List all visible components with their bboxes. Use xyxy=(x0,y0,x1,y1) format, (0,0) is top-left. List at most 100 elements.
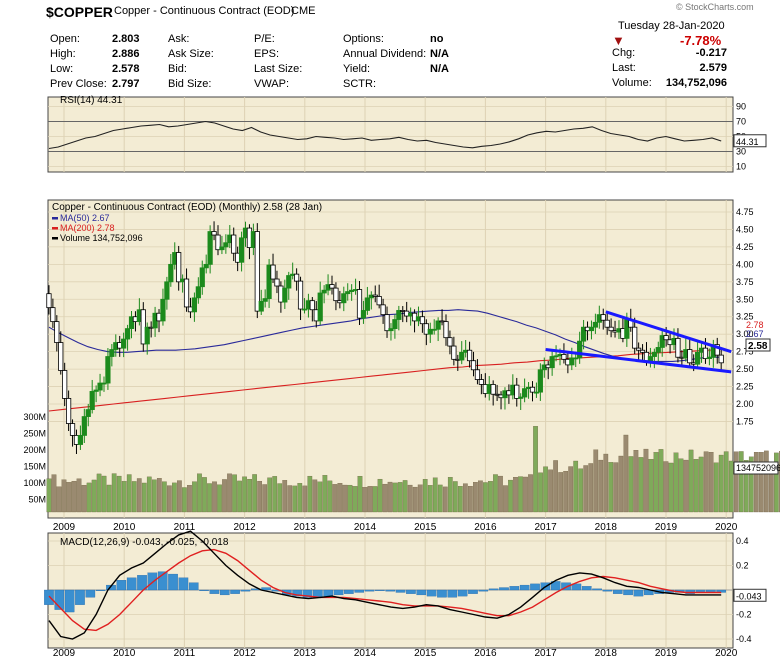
volume-bar xyxy=(242,476,247,513)
volume-bar xyxy=(292,485,298,513)
candle-body xyxy=(62,370,68,399)
candle-body xyxy=(58,342,64,371)
price-tick-label: 4.50 xyxy=(736,224,754,234)
macd-histogram-bar xyxy=(44,589,54,605)
legend-swatch xyxy=(52,227,58,230)
candle-body xyxy=(124,328,131,340)
volume-bar xyxy=(748,456,754,513)
quote-value: 134,752,096 xyxy=(665,77,727,89)
macd-histogram-bar xyxy=(447,589,458,598)
volume-bar xyxy=(297,483,303,513)
candle-body xyxy=(254,231,260,312)
macd-histogram-bar xyxy=(426,589,437,597)
volume-bar xyxy=(503,485,508,513)
candle-body xyxy=(160,298,166,322)
candle-body xyxy=(309,300,315,311)
price-tick-label: 1.75 xyxy=(736,416,754,426)
volume-bar xyxy=(377,478,383,513)
x-tick-label: 2016 xyxy=(474,522,497,533)
volume-bar xyxy=(382,483,388,513)
volume-bar xyxy=(467,486,473,513)
volume-bar xyxy=(96,473,102,513)
candle-body xyxy=(97,382,103,391)
candle-body xyxy=(392,319,398,329)
quote-value: N/A xyxy=(430,63,449,75)
quote-value: no xyxy=(430,33,444,45)
volume-bar xyxy=(452,481,458,513)
quote-label: High: xyxy=(50,48,76,60)
volume-bar xyxy=(267,477,273,513)
candle-body xyxy=(93,389,99,392)
volume-bar xyxy=(402,480,408,513)
candle-body xyxy=(317,292,323,322)
volume-bar xyxy=(573,460,579,513)
price-tick-label: 3.25 xyxy=(736,312,754,322)
volume-bar xyxy=(603,453,609,513)
candle-body xyxy=(77,435,83,445)
candle-body xyxy=(474,369,481,380)
volume-bar xyxy=(598,459,604,513)
volume-bar xyxy=(86,482,92,513)
macd-histogram-bar xyxy=(240,589,251,592)
macd-histogram-bar xyxy=(364,589,375,592)
candle-body xyxy=(443,321,449,339)
macd-histogram-bar xyxy=(95,589,106,591)
volume-last-label: 134752096 xyxy=(736,463,780,473)
volume-bar xyxy=(252,474,257,513)
candle-body xyxy=(207,231,213,265)
macd-histogram-bar xyxy=(64,589,75,613)
candle-body xyxy=(553,355,559,358)
volume-bar xyxy=(568,466,574,513)
macd-histogram-bar xyxy=(219,589,230,596)
volume-tick-label: 300M xyxy=(23,412,46,422)
candle-body xyxy=(380,304,386,316)
volume-bar xyxy=(447,477,453,513)
volume-bar xyxy=(56,486,62,513)
volume-bar xyxy=(698,456,704,513)
x-tick-label: 2014 xyxy=(354,648,377,659)
volume-bar xyxy=(613,462,619,513)
volume-bar xyxy=(412,486,418,513)
candle-body xyxy=(341,293,347,304)
candle-body xyxy=(600,314,606,321)
volume-bar xyxy=(623,434,629,513)
macd-histogram-bar xyxy=(395,589,406,593)
volume-bar xyxy=(643,448,649,513)
volume-bar xyxy=(151,479,157,513)
rsi-tick-label: 90 xyxy=(736,102,746,112)
volume-bar xyxy=(733,451,739,513)
volume-last-box xyxy=(733,461,779,475)
macd-histogram-bar xyxy=(178,577,189,591)
macd-histogram-bar xyxy=(126,577,137,591)
quote-label: Open: xyxy=(50,33,80,45)
rsi-tick-label: 30 xyxy=(736,147,746,157)
macd-histogram-bar xyxy=(571,583,582,591)
candle-body xyxy=(50,307,56,323)
volume-bar xyxy=(81,485,87,513)
macd-histogram-bar xyxy=(437,589,447,598)
candle-body xyxy=(577,340,583,359)
volume-tick-label: 200M xyxy=(23,445,46,455)
volume-bar xyxy=(287,485,293,513)
candle-body xyxy=(199,267,205,288)
volume-bar xyxy=(121,481,127,513)
volume-bar xyxy=(508,479,513,513)
volume-bar xyxy=(407,484,413,513)
volume-bar xyxy=(473,482,478,513)
volume-bar xyxy=(483,482,488,513)
volume-bar xyxy=(442,486,448,513)
macd-histogram-bar xyxy=(292,589,302,597)
x-tick-label: 2020 xyxy=(715,648,738,659)
volume-bar xyxy=(432,477,438,513)
volume-bar xyxy=(648,459,654,513)
candle-body xyxy=(203,263,209,269)
candle-body xyxy=(144,326,150,345)
x-tick-label: 2009 xyxy=(53,648,76,659)
volume-bar xyxy=(61,479,67,513)
volume-bar xyxy=(317,481,323,513)
macd-histogram-bar xyxy=(592,588,602,591)
volume-bar xyxy=(633,450,639,513)
candle-body xyxy=(89,391,95,410)
rsi-line xyxy=(48,120,722,150)
